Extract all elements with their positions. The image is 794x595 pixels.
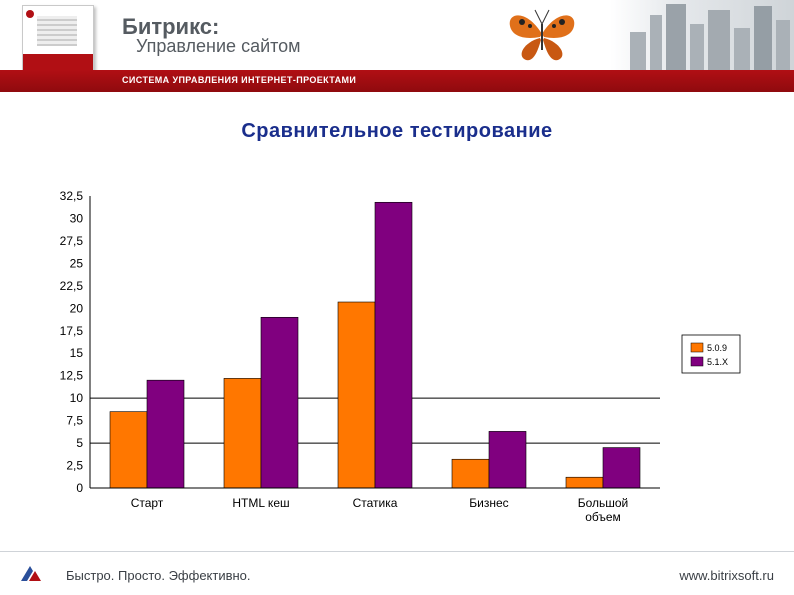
footer-divider <box>0 551 794 552</box>
x-axis-tick-labels: Старт HTML кеш Статика Бизнес Большой объем <box>131 496 629 524</box>
y-tick-label: 10 <box>70 391 84 405</box>
y-tick-label: 30 <box>70 211 84 225</box>
y-tick-label: 22,5 <box>60 279 84 293</box>
legend-box <box>681 334 741 374</box>
y-tick-label: 2,5 <box>66 459 83 473</box>
legend-swatch <box>690 342 704 353</box>
bar-5-1-X <box>374 201 413 489</box>
chart-axes <box>89 196 660 489</box>
bar-chart: 0 2,5 5 7,5 10 12,5 15 17,5 20 22,5 25 27,5 30 32,5 С… <box>60 189 741 524</box>
slide-title: Сравнительное тестирование <box>241 120 553 142</box>
tagline-bar: СИСТЕМА УПРАВЛЕНИЯ ИНТЕРНЕТ-ПРОЕКТАМИ <box>0 70 794 92</box>
y-tick-label: 20 <box>70 301 84 315</box>
y-axis-tick-labels: 0 2,5 5 7,5 10 12,5 15 17,5 20 22,5 25 27,5 30 32,5 <box>60 189 84 495</box>
y-tick-label: 32,5 <box>60 189 84 203</box>
y-tick-label: 27,5 <box>60 234 84 248</box>
y-tick-label: 12,5 <box>60 369 84 383</box>
y-tick-label: 0 <box>76 481 83 495</box>
x-tick-label: Бизнес <box>469 496 508 510</box>
bar-5-0-9 <box>109 411 148 489</box>
butterfly-icon <box>509 9 575 61</box>
tagline: СИСТЕМА УПРАВЛЕНИЯ ИНТЕРНЕТ-ПРОЕКТАМИ <box>122 75 357 85</box>
legend-swatch <box>690 356 704 367</box>
y-tick-label: 25 <box>70 256 84 270</box>
bar-5-0-9 <box>337 301 376 489</box>
bar-5-1-X <box>602 447 641 489</box>
bitrix-footer-logo-icon <box>21 566 41 581</box>
x-tick-label: Статика <box>353 496 398 510</box>
bar-5-1-X <box>488 431 527 489</box>
bar-5-0-9 <box>223 378 262 489</box>
bar-5-0-9 <box>565 476 604 489</box>
city-skyline-image <box>610 0 794 70</box>
x-tick-label: Большой объем <box>578 496 629 524</box>
chart-legend: 5.0.9 5.1.X <box>681 334 741 374</box>
y-tick-label: 7,5 <box>66 414 83 428</box>
legend-label: 5.0.9 <box>707 343 727 353</box>
chart-bars <box>109 201 641 489</box>
bar-5-1-X <box>260 316 299 489</box>
footer-url[interactable]: www.bitrixsoft.ru <box>679 568 774 583</box>
y-tick-label: 5 <box>76 436 83 450</box>
brand-product: Управление сайтом <box>136 36 301 56</box>
bitrix-logo-icon <box>26 10 34 18</box>
brand-name: Битрикс: <box>122 14 220 39</box>
legend-label: 5.1.X <box>707 357 728 367</box>
bar-5-1-X <box>146 379 185 489</box>
footer-slogan: Быстро. Просто. Эффективно. <box>66 568 251 583</box>
x-tick-label: HTML кеш <box>232 496 289 510</box>
x-tick-label: Старт <box>131 496 164 510</box>
bar-5-0-9 <box>451 458 490 489</box>
y-tick-label: 15 <box>70 346 84 360</box>
y-tick-label: 17,5 <box>60 324 84 338</box>
header-banner: Битрикс: Управление сайтом СИСТЕМА УПРАВ… <box>0 0 794 92</box>
